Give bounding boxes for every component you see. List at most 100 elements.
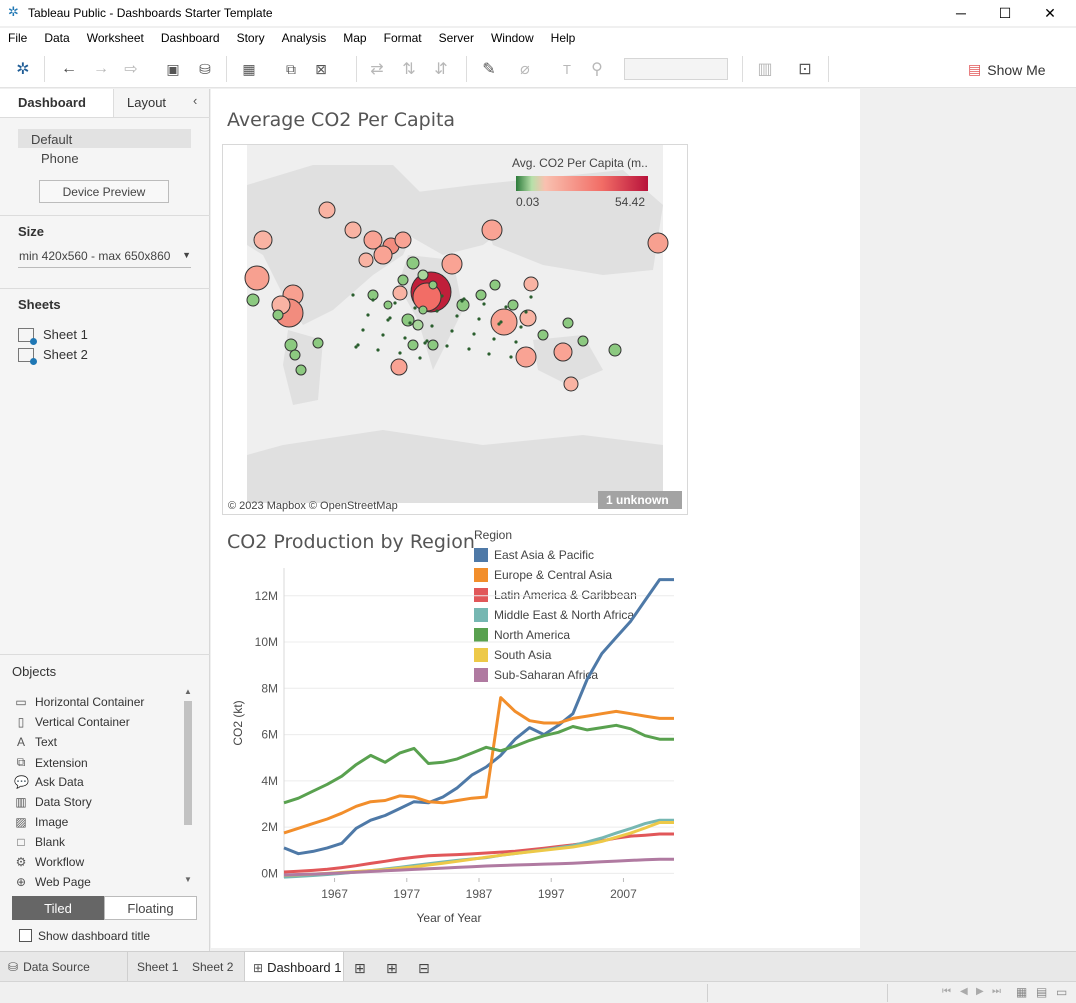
- tab-sheet-2[interactable]: Sheet 2: [192, 960, 234, 974]
- small-country-mark[interactable]: [519, 325, 523, 329]
- small-country-mark[interactable]: [499, 320, 503, 324]
- small-country-mark[interactable]: [509, 355, 513, 359]
- small-country-mark[interactable]: [450, 329, 454, 333]
- country-mark[interactable]: [647, 232, 669, 254]
- object-image[interactable]: ▨ Image: [14, 815, 68, 829]
- small-country-mark[interactable]: [455, 314, 459, 318]
- maximize-button[interactable]: ☐: [998, 4, 1012, 21]
- object-blank[interactable]: □ Blank: [14, 835, 65, 849]
- tab-view-icon[interactable]: ▭: [1056, 985, 1068, 999]
- small-country-mark[interactable]: [477, 317, 481, 321]
- series-line[interactable]: [283, 857, 674, 877]
- new-sheet-icon[interactable]: ▦: [242, 60, 256, 77]
- menu-help[interactable]: Help: [550, 31, 576, 45]
- small-country-mark[interactable]: [430, 324, 434, 328]
- tableau-home-icon[interactable]: ✲: [16, 61, 30, 78]
- scroll-thumb[interactable]: [184, 701, 192, 825]
- legend-item[interactable]: Sub-Saharan Africa: [474, 667, 598, 683]
- country-mark[interactable]: [577, 335, 589, 347]
- country-mark[interactable]: [295, 364, 307, 376]
- small-country-mark[interactable]: [425, 339, 429, 343]
- object-workflow[interactable]: ⚙ Workflow: [14, 855, 85, 869]
- small-country-mark[interactable]: [354, 345, 358, 349]
- tab-dashboard[interactable]: Dashboard: [0, 89, 114, 117]
- small-country-mark[interactable]: [403, 336, 407, 340]
- show-title-checkbox[interactable]: [19, 929, 32, 942]
- small-country-mark[interactable]: [462, 297, 466, 301]
- country-mark[interactable]: [481, 219, 503, 241]
- small-country-mark[interactable]: [376, 348, 380, 352]
- size-dropdown[interactable]: min 420x560 - max 650x860 ▼: [18, 246, 191, 268]
- small-country-mark[interactable]: [371, 298, 375, 302]
- save-icon[interactable]: ▣: [166, 60, 180, 77]
- country-mark[interactable]: [383, 300, 393, 310]
- small-country-mark[interactable]: [408, 321, 412, 325]
- object-vertical-container[interactable]: ▯ Vertical Container: [14, 715, 130, 729]
- new-data-source-icon[interactable]: ⛁: [199, 60, 211, 77]
- objects-scrollbar[interactable]: ▲ ▼: [181, 687, 195, 887]
- menu-file[interactable]: File: [8, 31, 28, 45]
- object-ask-data[interactable]: 💬 Ask Data: [14, 775, 84, 789]
- country-mark[interactable]: [272, 309, 284, 321]
- device-phone[interactable]: Phone: [41, 151, 79, 166]
- sheet-item[interactable]: Sheet 2: [18, 347, 88, 365]
- object-text[interactable]: A Text: [14, 735, 57, 749]
- minimize-button[interactable]: ─: [956, 5, 966, 21]
- scroll-up-icon[interactable]: ▲: [184, 687, 192, 696]
- country-mark[interactable]: [537, 329, 549, 341]
- legend-item[interactable]: North America: [474, 627, 570, 643]
- country-mark[interactable]: [417, 269, 429, 281]
- sort-descending-icon[interactable]: ⇵: [434, 61, 448, 78]
- small-country-mark[interactable]: [487, 352, 491, 356]
- filmstrip-view-icon[interactable]: ▤: [1036, 985, 1048, 999]
- attach-icon[interactable]: ⌀: [520, 61, 530, 78]
- object-web-page[interactable]: ⊕ Web Page: [14, 875, 91, 889]
- clear-sheet-icon[interactable]: ⊠: [315, 60, 327, 77]
- highlight-icon[interactable]: ✎: [482, 61, 496, 78]
- country-mark[interactable]: [289, 349, 301, 361]
- country-mark[interactable]: [553, 342, 573, 362]
- grid-view-icon[interactable]: ▦: [1016, 985, 1028, 999]
- country-mark[interactable]: [563, 376, 579, 392]
- show-cards-icon[interactable]: ▥: [757, 61, 773, 78]
- menu-worksheet[interactable]: Worksheet: [86, 31, 144, 45]
- small-country-mark[interactable]: [366, 313, 370, 317]
- small-country-mark[interactable]: [413, 306, 417, 310]
- line-chart[interactable]: 0M 2M 4M 6M 8M 10M 12M 1967 1977 1987 1997 2007 Year…: [222, 560, 692, 940]
- country-mark[interactable]: [318, 201, 336, 219]
- floating-button[interactable]: Floating: [104, 896, 197, 920]
- series-line[interactable]: [283, 578, 674, 856]
- country-mark[interactable]: [394, 231, 412, 249]
- prev-page-icon[interactable]: ◀: [960, 986, 968, 997]
- country-mark[interactable]: [515, 346, 537, 368]
- small-country-mark[interactable]: [482, 302, 486, 306]
- country-mark[interactable]: [344, 221, 362, 239]
- small-country-mark[interactable]: [492, 337, 496, 341]
- small-country-mark[interactable]: [351, 293, 355, 297]
- small-country-mark[interactable]: [381, 333, 385, 337]
- country-mark[interactable]: [253, 230, 273, 250]
- scroll-down-icon[interactable]: ▼: [184, 875, 192, 884]
- country-mark[interactable]: [418, 305, 428, 315]
- tab-sheet-1[interactable]: Sheet 1: [137, 960, 179, 974]
- replay-icon[interactable]: ⇨: [124, 61, 138, 78]
- next-page-icon[interactable]: ▶: [976, 986, 984, 997]
- small-country-mark[interactable]: [514, 340, 518, 344]
- country-mark[interactable]: [244, 265, 270, 291]
- legend-item[interactable]: Middle East & North Africa: [474, 607, 634, 623]
- show-me-button[interactable]: ▤ Show Me: [968, 61, 1046, 78]
- menu-data[interactable]: Data: [44, 31, 70, 45]
- country-mark[interactable]: [390, 358, 408, 376]
- country-mark[interactable]: [490, 308, 518, 336]
- country-mark[interactable]: [489, 279, 501, 291]
- legend-item[interactable]: South Asia: [474, 647, 551, 663]
- legend-item[interactable]: Europe & Central Asia: [474, 567, 612, 583]
- small-country-mark[interactable]: [388, 316, 392, 320]
- country-mark[interactable]: [397, 274, 409, 286]
- menu-analysis[interactable]: Analysis: [281, 31, 327, 45]
- small-country-mark[interactable]: [356, 343, 360, 347]
- menu-format[interactable]: Format: [383, 31, 422, 45]
- new-dashboard-icon[interactable]: ⊞: [386, 960, 398, 976]
- series-line[interactable]: [283, 723, 674, 805]
- undo-icon[interactable]: ←: [61, 60, 77, 77]
